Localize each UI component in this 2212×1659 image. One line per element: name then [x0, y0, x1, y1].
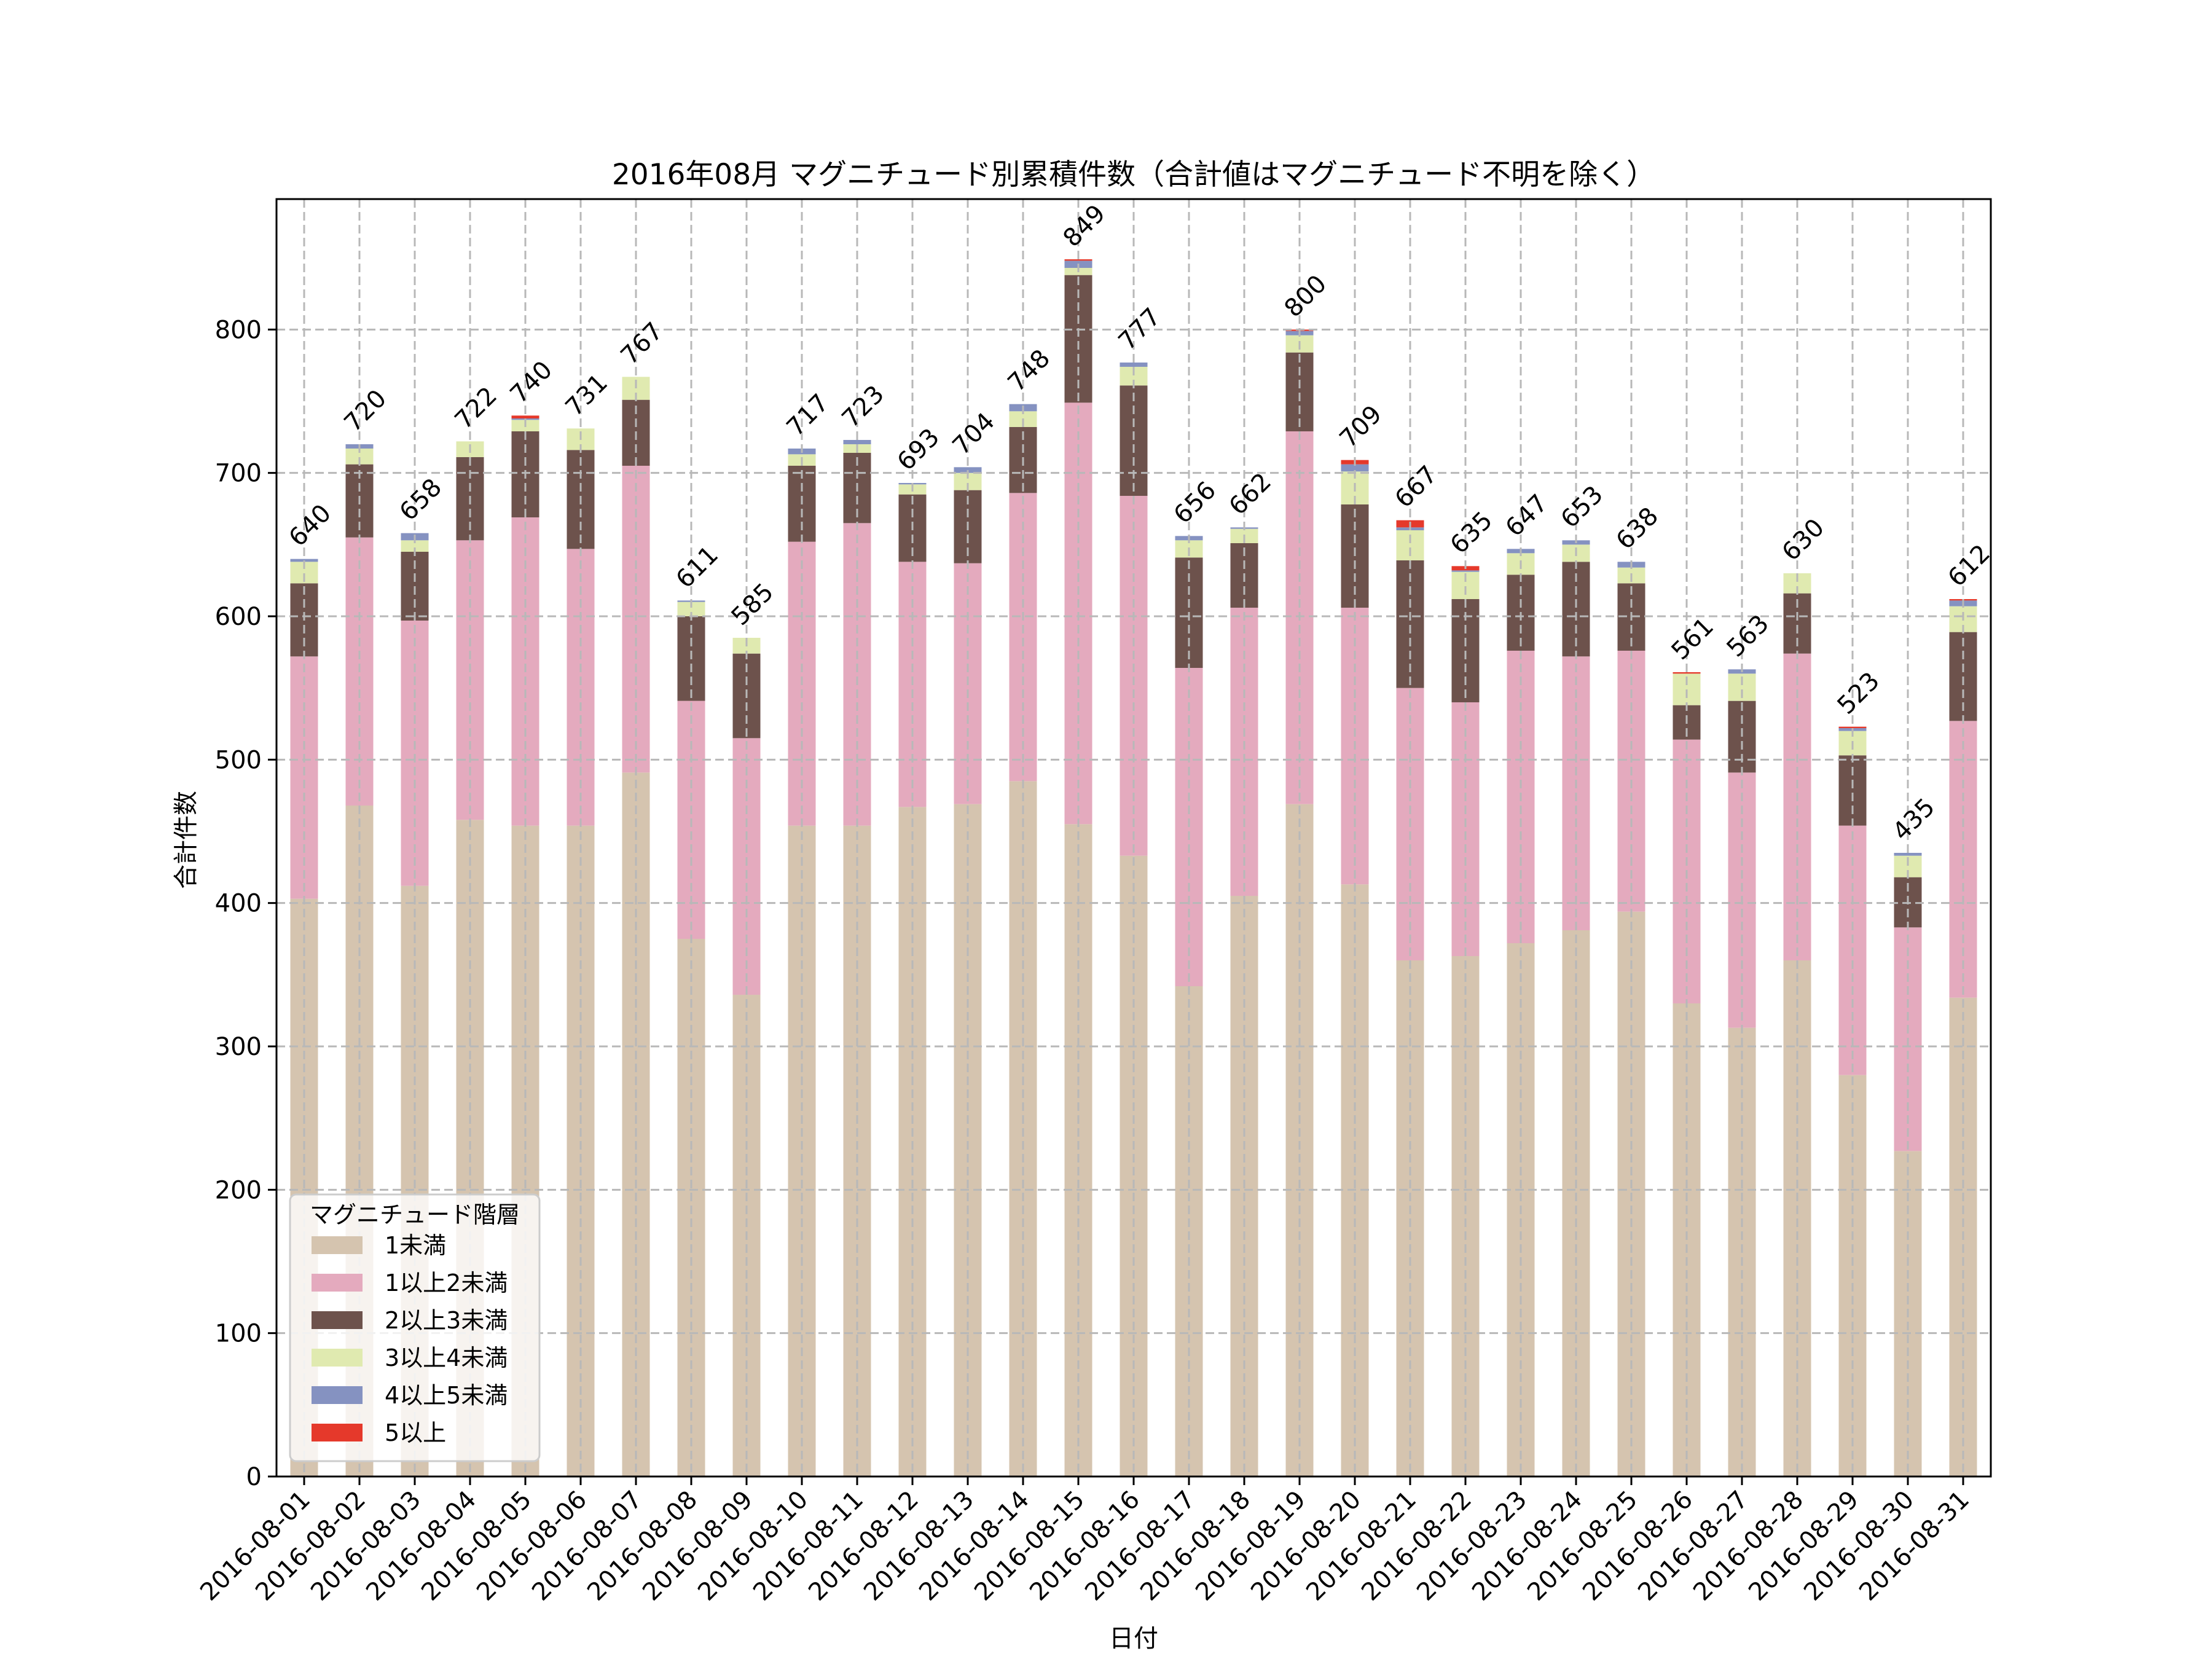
bar-segment: [1120, 855, 1148, 1477]
legend-swatch: [312, 1274, 363, 1292]
y-tick-label: 400: [215, 890, 262, 918]
legend-label: 1以上2未満: [385, 1269, 508, 1296]
bar-segment: [1451, 956, 1480, 1477]
y-tick-label: 600: [215, 603, 262, 631]
legend-title: マグニチュード階層: [310, 1201, 520, 1228]
bar-segment: [1838, 755, 1867, 826]
legend-label: 3以上4未満: [385, 1344, 508, 1371]
legend-item: 1以上2未満: [312, 1269, 508, 1296]
legend-label: 5以上: [385, 1419, 446, 1446]
bar-segment: [511, 415, 539, 418]
bar-stack: [1562, 540, 1590, 1477]
legend-item: 3以上4未満: [312, 1344, 508, 1371]
legend-item: 1未満: [312, 1232, 446, 1259]
legend-items: 1未満 1以上2未満 2以上3未満 3以上4未満 4以上5未満 5以上: [312, 1232, 508, 1446]
y-tick-label: 0: [246, 1463, 262, 1491]
bar-stack: [1894, 853, 1922, 1477]
bar-segment: [567, 549, 595, 826]
y-tick-label: 500: [215, 746, 262, 774]
legend-swatch: [312, 1424, 363, 1441]
chart-title: 2016年08月 マグニチュード別累積件数（合計値はマグニチュード不明を除く）: [612, 158, 1655, 192]
bar-segment: [1838, 726, 1867, 728]
bar-segment: [401, 540, 429, 552]
bar-segment: [1562, 930, 1590, 1477]
legend-swatch: [312, 1311, 363, 1329]
bar-segment: [732, 738, 761, 995]
bar-segment: [677, 602, 705, 616]
bar-segment: [843, 440, 871, 444]
y-tick-label: 800: [215, 316, 262, 344]
y-axis-ticks: 0 100 200 300 400 500 600 700 800: [215, 316, 276, 1491]
bar-stack: [1838, 726, 1867, 1477]
legend-swatch: [312, 1236, 363, 1254]
bar-segment: [1673, 672, 1701, 674]
bar-segment: [1120, 363, 1148, 367]
bar-segment: [1451, 570, 1480, 572]
bar-segment: [1451, 702, 1480, 956]
legend-label: 2以上3未満: [385, 1307, 508, 1334]
legend-label: 1未満: [385, 1232, 446, 1259]
bar-segment: [1120, 385, 1148, 496]
bar-segment: [1064, 259, 1092, 261]
y-axis-label: 合計件数: [172, 791, 200, 889]
legend: マグニチュード階層 1未満 1以上2未満 2以上3未満 3以上4未満 4以上5未満 5以上: [289, 1193, 541, 1462]
legend-item: 5以上: [312, 1419, 446, 1446]
x-axis-label: 日付: [1109, 1625, 1158, 1653]
legend-item: 4以上5未満: [312, 1382, 508, 1409]
bar-stack: [843, 440, 871, 1477]
legend-label: 4以上5未満: [385, 1382, 508, 1409]
y-tick-label: 200: [215, 1176, 262, 1204]
legend-item: 2以上3未満: [312, 1307, 508, 1334]
bar-segment: [1341, 464, 1369, 472]
y-tick-label: 700: [215, 460, 262, 488]
y-tick-label: 300: [215, 1033, 262, 1061]
bar-segment: [1894, 853, 1922, 856]
legend-swatch: [312, 1386, 363, 1404]
legend-swatch: [312, 1349, 363, 1367]
y-tick-label: 100: [215, 1320, 262, 1348]
bar-segment: [1285, 352, 1314, 431]
bar-stack: [1064, 259, 1092, 1477]
